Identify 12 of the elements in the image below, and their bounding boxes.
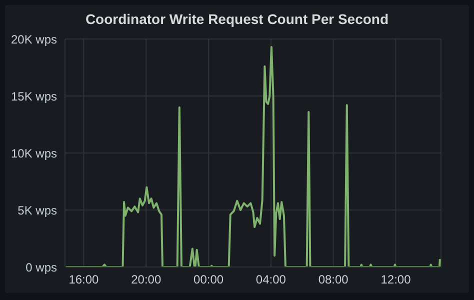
y-tick-label: 20K wps bbox=[10, 32, 57, 46]
x-tick-label: 08:00 bbox=[318, 272, 349, 287]
y-tick-label: 0 wps bbox=[26, 260, 57, 274]
y-tick-label: 10K wps bbox=[10, 146, 57, 160]
y-tick-label: 5K wps bbox=[18, 203, 57, 218]
chart-title: Coordinator Write Request Count Per Second bbox=[84, 11, 390, 27]
x-tick-label: 04:00 bbox=[256, 272, 286, 287]
x-tick-label: 12:00 bbox=[380, 272, 412, 287]
x-tick-label: 20:00 bbox=[131, 272, 162, 287]
x-tick-label: 00:00 bbox=[194, 272, 224, 287]
y-tick-label: 15K wps bbox=[10, 89, 57, 104]
x-tick-label: 16:00 bbox=[68, 272, 100, 287]
